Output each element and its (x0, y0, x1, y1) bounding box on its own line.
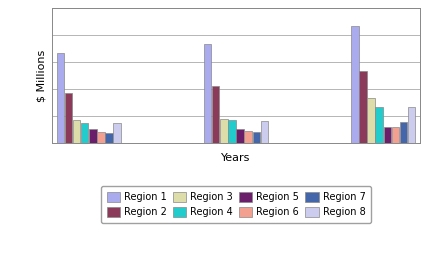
Bar (204, 44, 211, 143)
Bar (351, 26, 359, 143)
Bar (81, 123, 88, 143)
Y-axis label: $ Millions: $ Millions (36, 49, 46, 101)
Bar (375, 107, 383, 143)
Bar (400, 122, 407, 143)
Bar (228, 120, 236, 143)
Bar (367, 98, 375, 143)
Bar (359, 71, 367, 143)
Bar (113, 123, 121, 143)
Bar (391, 127, 399, 143)
Bar (236, 129, 244, 143)
Bar (89, 129, 97, 143)
Bar (244, 131, 252, 143)
Legend: Region 1, Region 2, Region 3, Region 4, Region 5, Region 6, Region 7, Region 8: Region 1, Region 2, Region 3, Region 4, … (101, 186, 371, 223)
Bar (212, 86, 220, 143)
Bar (105, 133, 113, 143)
Bar (73, 120, 81, 143)
Bar (252, 132, 260, 143)
Bar (65, 93, 72, 143)
Bar (57, 53, 64, 143)
X-axis label: Years: Years (221, 153, 251, 164)
Bar (384, 127, 391, 143)
Bar (220, 119, 228, 143)
Bar (97, 132, 105, 143)
Bar (261, 121, 268, 143)
Bar (408, 107, 415, 143)
